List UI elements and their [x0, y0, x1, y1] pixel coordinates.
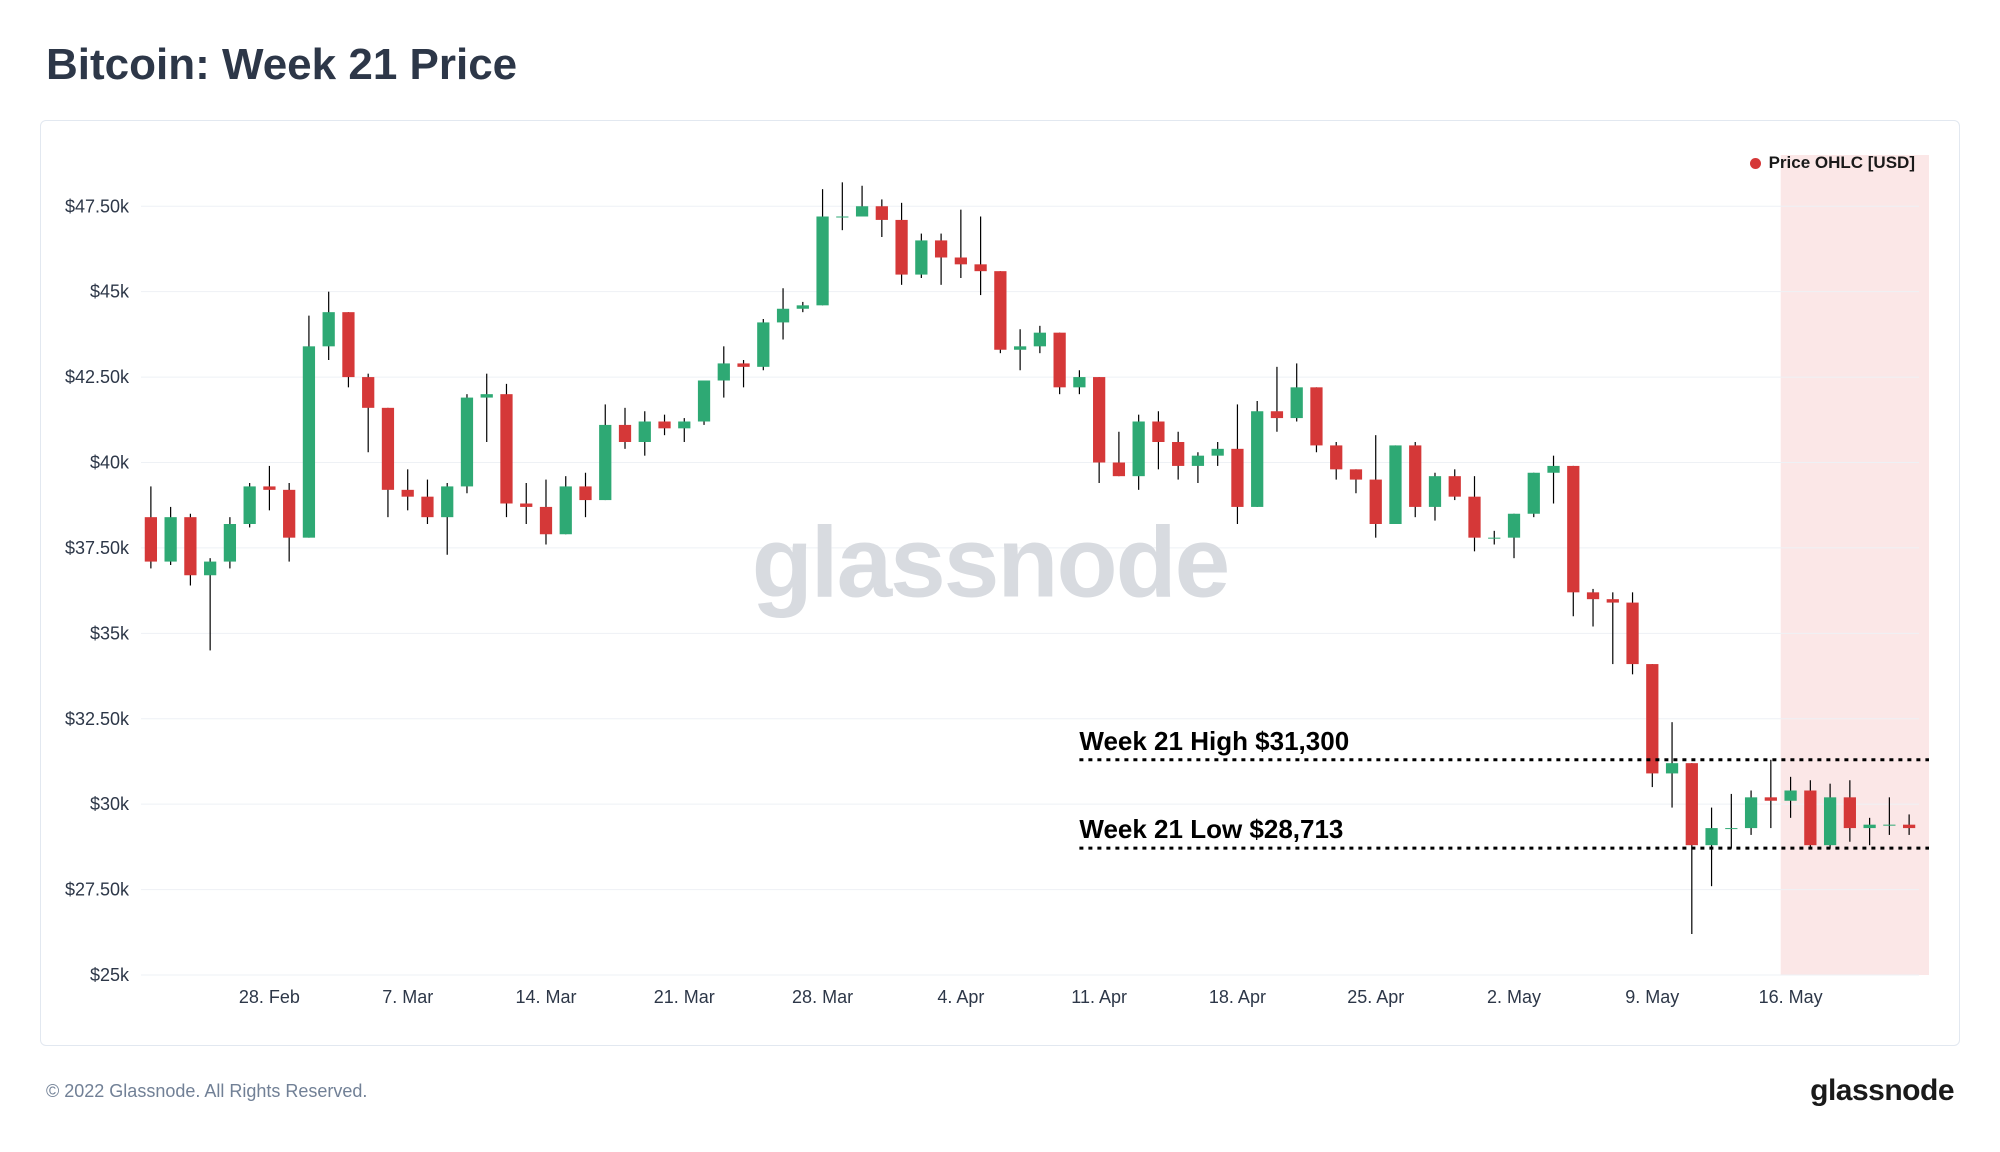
- svg-text:21. Mar: 21. Mar: [654, 987, 715, 1007]
- footer: © 2022 Glassnode. All Rights Reserved. g…: [40, 1074, 1960, 1108]
- copyright: © 2022 Glassnode. All Rights Reserved.: [46, 1081, 367, 1102]
- svg-text:$27.50k: $27.50k: [65, 880, 130, 900]
- svg-text:$30k: $30k: [90, 794, 130, 814]
- svg-text:2. May: 2. May: [1487, 987, 1541, 1007]
- brand-logo: glassnode: [1810, 1074, 1954, 1108]
- svg-text:$40k: $40k: [90, 453, 130, 473]
- legend-label: Price OHLC [USD]: [1769, 153, 1915, 173]
- chart-annotation: Week 21 High $31,300: [1079, 726, 1349, 757]
- svg-text:$45k: $45k: [90, 282, 130, 302]
- svg-text:16. May: 16. May: [1759, 987, 1823, 1007]
- svg-text:$35k: $35k: [90, 623, 130, 643]
- svg-text:28. Feb: 28. Feb: [239, 987, 300, 1007]
- svg-text:14. Mar: 14. Mar: [515, 987, 576, 1007]
- svg-text:25. Apr: 25. Apr: [1347, 987, 1404, 1007]
- svg-text:$32.50k: $32.50k: [65, 709, 130, 729]
- chart-area: $25k $27.50k $30k $32.50k $35k $37.50k $40k $42…: [51, 145, 1929, 1015]
- chart-annotation: Week 21 Low $28,713: [1079, 814, 1343, 845]
- svg-text:9. May: 9. May: [1625, 987, 1679, 1007]
- svg-text:$25k: $25k: [90, 965, 130, 985]
- svg-text:$47.50k: $47.50k: [65, 196, 130, 216]
- svg-text:18. Apr: 18. Apr: [1209, 987, 1266, 1007]
- svg-text:28. Mar: 28. Mar: [792, 987, 853, 1007]
- svg-text:$42.50k: $42.50k: [65, 367, 130, 387]
- legend-marker: [1750, 158, 1761, 169]
- legend: Price OHLC [USD]: [1750, 153, 1915, 173]
- chart-card: $25k $27.50k $30k $32.50k $35k $37.50k $40k $42…: [40, 120, 1960, 1046]
- candlestick-plot: $25k $27.50k $30k $32.50k $35k $37.50k $40k $42…: [51, 145, 1929, 1015]
- svg-text:4. Apr: 4. Apr: [937, 987, 984, 1007]
- page-title: Bitcoin: Week 21 Price: [46, 40, 1960, 90]
- svg-text:7. Mar: 7. Mar: [382, 987, 433, 1007]
- svg-text:$37.50k: $37.50k: [65, 538, 130, 558]
- svg-text:11. Apr: 11. Apr: [1071, 987, 1127, 1007]
